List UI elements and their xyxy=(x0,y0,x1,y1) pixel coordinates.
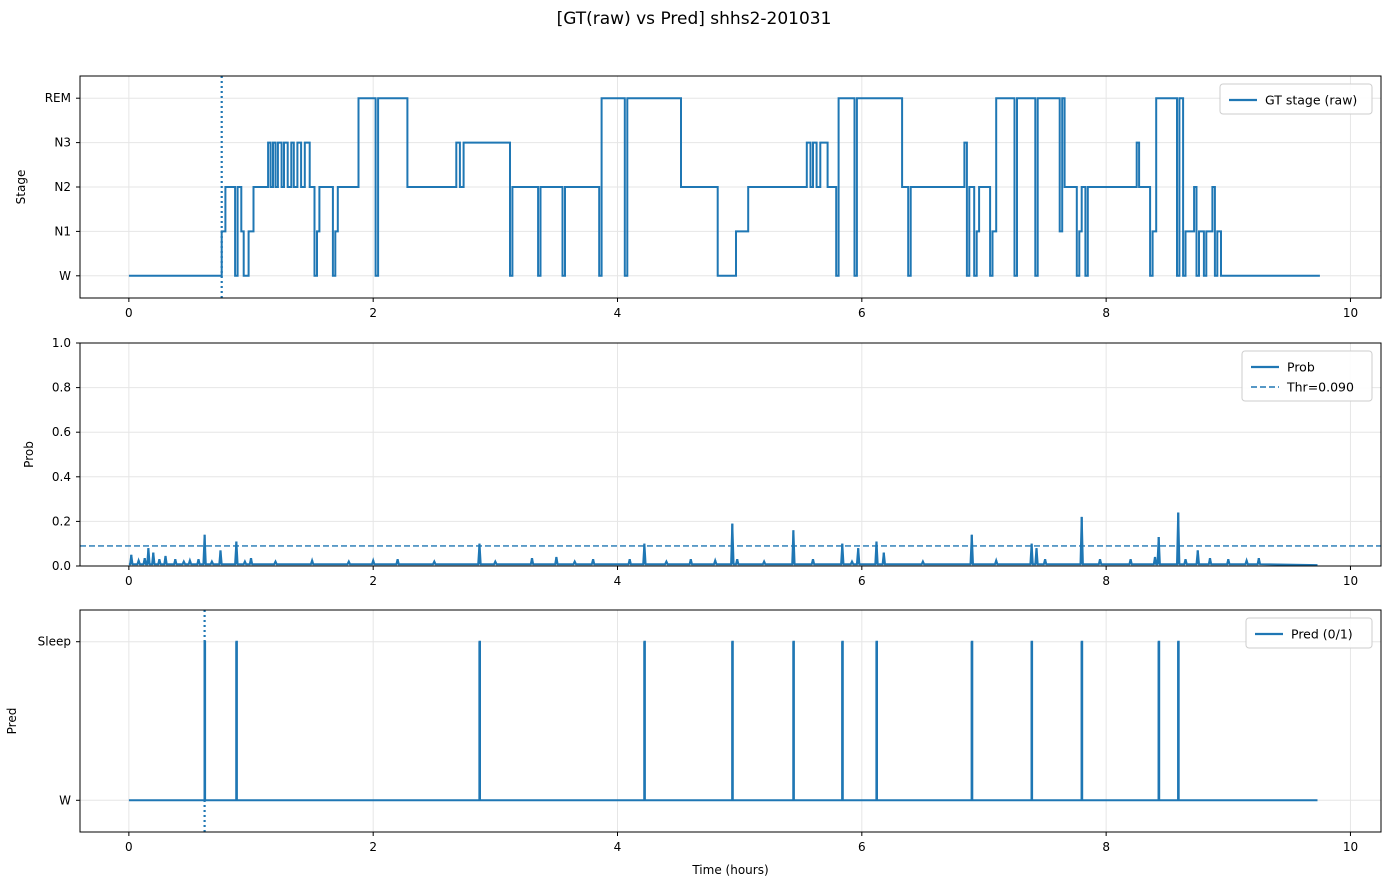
y-tick-label: W xyxy=(59,269,71,283)
legend: GT stage (raw) xyxy=(1219,83,1373,115)
axes-frame xyxy=(79,609,1382,833)
series-pred-line xyxy=(128,640,1318,802)
series-gt-stage-line xyxy=(128,97,1320,277)
x-tick-label: 8 xyxy=(1102,306,1110,320)
x-tick-label: 4 xyxy=(614,306,622,320)
panel-3: 0 2 4 6 8 10 W Sleep Pred Time (hours) Pred (0/1) xyxy=(5,609,1382,877)
y-tick-label: 0.6 xyxy=(52,425,71,439)
plot-area xyxy=(128,76,1320,298)
legend: Prob Thr=0.090 xyxy=(1241,350,1373,402)
y-tick-label: Sleep xyxy=(38,635,71,649)
legend-label: Prob xyxy=(1287,360,1315,375)
x-tick-label: 4 xyxy=(614,840,622,854)
x-axis-label: Time (hours) xyxy=(691,863,768,877)
legend-box xyxy=(1219,83,1373,115)
x-tick-label: 2 xyxy=(369,840,377,854)
y-tick-label: N3 xyxy=(54,136,71,150)
y-axis-label: Prob xyxy=(22,441,36,468)
legend-label: Thr=0.090 xyxy=(1286,380,1354,395)
y-tick-label: 0.0 xyxy=(52,559,71,573)
y-tick-label: W xyxy=(59,793,71,807)
x-tick-label: 6 xyxy=(858,574,866,588)
plot-area xyxy=(128,610,1318,832)
y-tick-label: 0.4 xyxy=(52,470,71,484)
legend-box xyxy=(1245,617,1373,649)
x-tick-label: 4 xyxy=(614,574,622,588)
y-axis-label: Stage xyxy=(14,170,28,205)
axes-frame xyxy=(79,342,1382,567)
x-tick-label: 8 xyxy=(1102,574,1110,588)
plot-area xyxy=(80,512,1381,566)
x-tick-label: 0 xyxy=(125,306,133,320)
legend: Pred (0/1) xyxy=(1245,617,1373,649)
x-tick-label: 6 xyxy=(858,306,866,320)
x-tick-label: 10 xyxy=(1343,840,1358,854)
x-tick-label: 6 xyxy=(858,840,866,854)
x-tick-label: 10 xyxy=(1343,574,1358,588)
y-tick-label: N2 xyxy=(54,180,71,194)
x-tick-label: 0 xyxy=(125,574,133,588)
x-tick-label: 8 xyxy=(1102,840,1110,854)
figure-title: [GT(raw) vs Pred] shhs2-201031 xyxy=(557,9,832,29)
y-tick-label: REM xyxy=(45,91,71,105)
legend-label: GT stage (raw) xyxy=(1265,93,1357,108)
y-tick-label: 0.8 xyxy=(52,381,71,395)
panel-2: 0 2 4 6 8 10 0.0 0.2 0.4 0.6 0.8 1.0 Prob Prob Thr=0.0… xyxy=(22,336,1382,588)
y-axis-label: Pred xyxy=(5,708,19,735)
y-tick-label: 0.2 xyxy=(52,514,71,528)
y-tick-label: N1 xyxy=(54,224,71,238)
legend-box xyxy=(1241,350,1373,402)
x-tick-label: 2 xyxy=(369,306,377,320)
legend-label: Pred (0/1) xyxy=(1291,627,1353,642)
x-tick-label: 0 xyxy=(125,840,133,854)
axes-frame xyxy=(79,75,1382,299)
x-tick-label: 2 xyxy=(369,574,377,588)
x-tick-label: 10 xyxy=(1343,306,1358,320)
panel-1: 0 2 4 6 8 10 W N1 N2 N3 REM Stage GT stage (raw) xyxy=(14,75,1382,320)
panels: 0 2 4 6 8 10 W N1 N2 N3 REM Stage GT stage (raw) 0 2 4 6… xyxy=(5,75,1382,877)
y-tick-label: 1.0 xyxy=(52,336,71,350)
